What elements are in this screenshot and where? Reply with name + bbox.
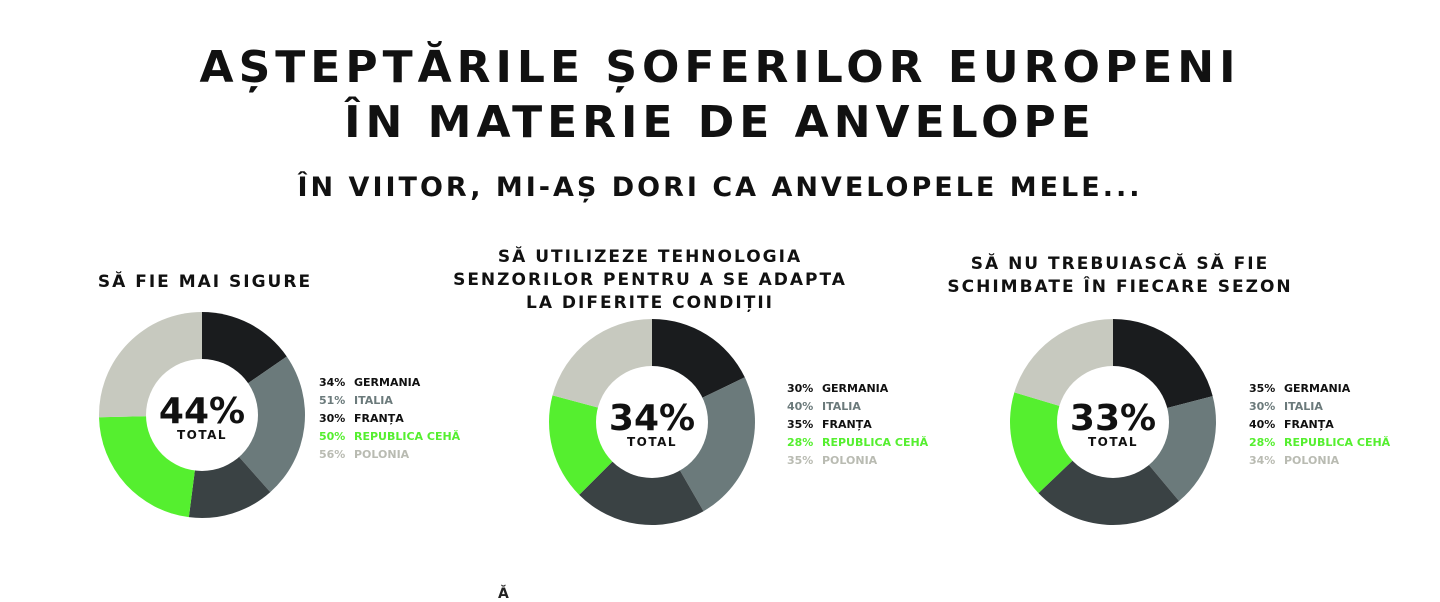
legend-value: 28% <box>787 436 814 449</box>
legend-label: GERMANIA <box>1284 382 1351 395</box>
chart-1-title-line: SĂ FIE MAI SIGURE <box>97 272 313 292</box>
chart-3-title-line-1: SĂ NU TREBUIASCĂ SĂ FIE <box>970 254 1270 274</box>
legend-value: 34% <box>1249 454 1276 467</box>
legend-value: 35% <box>787 418 814 431</box>
chart-3-total-value: 33% <box>1070 398 1156 439</box>
legend-value: 30% <box>319 412 346 425</box>
legend-label: ITALIA <box>354 394 393 407</box>
legend-label: POLONIA <box>354 448 410 461</box>
legend-value: 30% <box>1249 400 1276 413</box>
chart-3-hole <box>1057 366 1169 478</box>
legend-label: POLONIA <box>822 454 878 467</box>
chart-3-title-line-2: SCHIMBATE ÎN FIECARE SEZON <box>947 277 1293 297</box>
main-title-line-1: AȘTEPTĂRILE ȘOFERILOR EUROPENI <box>199 42 1241 93</box>
legend-label: REPUBLICA CEHĂ <box>1284 436 1391 449</box>
chart-2-title-line-1: SĂ UTILIZEZE TEHNOLOGIA <box>497 247 803 267</box>
legend-label: ITALIA <box>1284 400 1323 413</box>
chart-2-total-value: 34% <box>609 398 695 439</box>
chart-1-title: SĂ FIE MAI SIGURE <box>60 271 350 294</box>
legend-value: 50% <box>319 430 346 443</box>
legend-value: 30% <box>787 382 814 395</box>
chart-2-title: SĂ UTILIZEZE TEHNOLOGIA SENZORILOR PENTR… <box>440 246 860 315</box>
legend-label: REPUBLICA CEHĂ <box>354 430 461 443</box>
main-title-line-2: ÎN MATERIE DE ANVELOPE <box>344 97 1096 148</box>
legend-label: REPUBLICA CEHĂ <box>822 436 929 449</box>
legend-label: FRANȚA <box>822 418 872 431</box>
legend-value: 51% <box>319 394 346 407</box>
chart-1-hole <box>146 359 258 471</box>
legend-value: 56% <box>319 448 346 461</box>
chart-3-title: SĂ NU TREBUIASCĂ SĂ FIE SCHIMBATE ÎN FIE… <box>920 253 1320 299</box>
legend-label: POLONIA <box>1284 454 1340 467</box>
footer-glyph: Ă <box>498 586 509 602</box>
legend-value: 40% <box>787 400 814 413</box>
legend-value: 35% <box>1249 382 1276 395</box>
chart-2-title-line-3: LA DIFERITE CONDIȚII <box>526 293 774 313</box>
legend-label: FRANȚA <box>1284 418 1334 431</box>
chart-2-donut: 34% TOTAL <box>549 319 755 525</box>
legend-label: ITALIA <box>822 400 861 413</box>
subtitle: ÎN VIITOR, MI-AȘ DORI CA ANVELOPELE MELE… <box>297 172 1143 203</box>
chart-2-title-line-2: SENZORILOR PENTRU A SE ADAPTA <box>453 270 847 290</box>
legend-label: GERMANIA <box>354 376 421 389</box>
chart-3-donut: 33% TOTAL <box>1010 319 1217 525</box>
chart-1-total-value: 44% <box>159 391 245 432</box>
chart-1-total-label: TOTAL <box>177 428 227 442</box>
chart-2-hole <box>596 366 708 478</box>
chart-2-total-label: TOTAL <box>627 435 677 449</box>
main-title: AȘTEPTĂRILE ȘOFERILOR EUROPENI ÎN MATERI… <box>0 40 1440 150</box>
legend-label: FRANȚA <box>354 412 404 425</box>
legend-value: 28% <box>1249 436 1276 449</box>
legend-value: 40% <box>1249 418 1276 431</box>
legend-label: GERMANIA <box>822 382 889 395</box>
legend-value: 34% <box>319 376 346 389</box>
chart-1-donut: 44% TOTAL <box>98 312 306 519</box>
chart-3-total-label: TOTAL <box>1088 435 1138 449</box>
legend-value: 35% <box>787 454 814 467</box>
